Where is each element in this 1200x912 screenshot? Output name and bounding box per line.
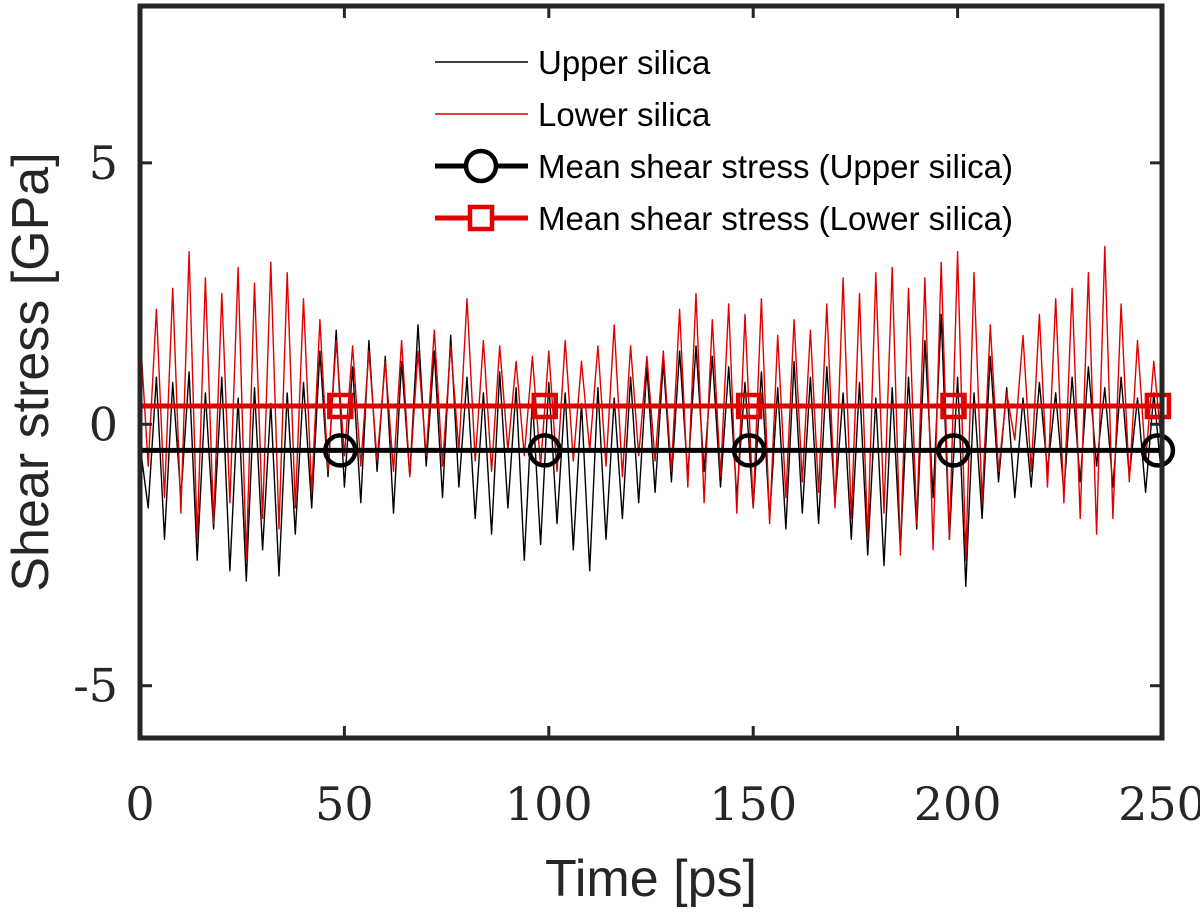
- series-2-marker-2: [731, 433, 767, 468]
- series-3-marker-4: [1144, 392, 1172, 420]
- series-3-marker-1: [531, 392, 558, 420]
- x-tick-label: 0: [125, 777, 154, 831]
- x-axis-label: Time [ps]: [545, 850, 757, 908]
- series-layer: [139, 245, 1176, 588]
- series-3-marker-3: [940, 392, 967, 420]
- x-tick-label: 250: [1118, 777, 1200, 831]
- legend: Upper silica Lower silica Mean shear stres…: [435, 44, 1013, 237]
- ticks-layer: 0 50 100 150 200 250 -5 0 5: [73, 6, 1200, 831]
- y-tick-label: 5: [89, 136, 118, 190]
- series-2-marker-3: [936, 433, 971, 468]
- legend-label-3: Mean shear stress (Lower silica): [538, 200, 1013, 237]
- y-tick-label: 0: [89, 397, 118, 451]
- series-2-marker-4: [1140, 433, 1176, 468]
- legend-label-0: Upper silica: [538, 44, 711, 81]
- x-tick-label: 50: [315, 777, 374, 831]
- series-3-marker-2: [735, 392, 763, 420]
- series-line-0: [139, 313, 1163, 588]
- series-2-marker-0: [323, 433, 358, 468]
- x-tick-label: 150: [709, 777, 797, 831]
- legend-label-1: Lower silica: [538, 96, 711, 133]
- y-tick-label: -5: [73, 659, 118, 713]
- series-3-marker-0: [327, 392, 354, 420]
- series-line-1: [139, 245, 1163, 561]
- y-axis-label: Shear stress [GPa]: [2, 152, 60, 591]
- x-tick-label: 200: [914, 777, 1002, 831]
- x-tick-label: 100: [505, 777, 593, 831]
- legend-label-2: Mean shear stress (Upper silica): [538, 148, 1013, 185]
- series-2-marker-1: [527, 433, 562, 468]
- legend-marker-2: [463, 148, 499, 184]
- legend-marker-3: [467, 204, 495, 232]
- plot-frame: [137, 3, 1165, 741]
